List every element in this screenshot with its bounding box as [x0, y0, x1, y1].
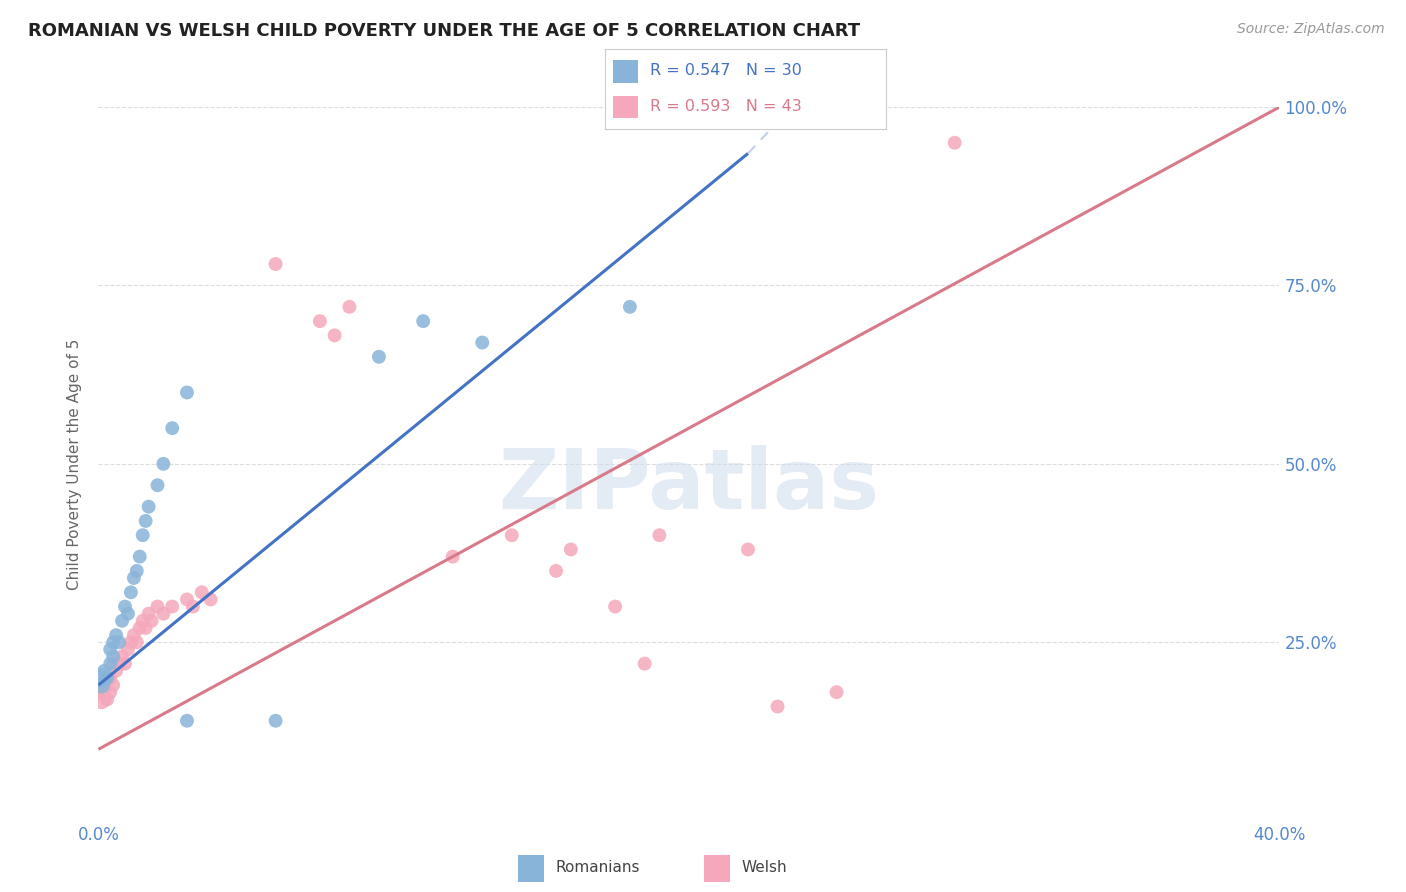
Point: [943, 136, 966, 150]
Point: [501, 528, 523, 542]
Point: [128, 621, 150, 635]
Point: [90, 671, 112, 685]
Point: [103, 678, 125, 692]
FancyBboxPatch shape: [613, 95, 638, 118]
Point: [120, 585, 142, 599]
Point: [90, 692, 112, 706]
Point: [108, 657, 131, 671]
Point: [93, 678, 115, 692]
Point: [111, 649, 134, 664]
Point: [339, 300, 360, 314]
Text: ZIPatlas: ZIPatlas: [499, 445, 879, 525]
Point: [309, 314, 332, 328]
Point: [146, 599, 169, 614]
Point: [93, 664, 115, 678]
Point: [162, 421, 183, 435]
Point: [412, 314, 434, 328]
Point: [323, 328, 346, 343]
Point: [737, 542, 759, 557]
Point: [117, 642, 139, 657]
Point: [135, 621, 157, 635]
Point: [96, 692, 118, 706]
Point: [176, 592, 198, 607]
Point: [98, 642, 121, 657]
Point: [152, 607, 174, 621]
Point: [152, 457, 174, 471]
Point: [766, 699, 789, 714]
Point: [117, 607, 139, 621]
Text: ROMANIAN VS WELSH CHILD POVERTY UNDER THE AGE OF 5 CORRELATION CHART: ROMANIAN VS WELSH CHILD POVERTY UNDER TH…: [28, 22, 860, 40]
Point: [560, 542, 582, 557]
Point: [128, 549, 150, 564]
Point: [162, 599, 183, 614]
Text: Welsh: Welsh: [741, 860, 787, 875]
Point: [546, 564, 568, 578]
Point: [103, 649, 125, 664]
Point: [98, 657, 121, 671]
Point: [103, 635, 125, 649]
Point: [825, 685, 848, 699]
Point: [122, 571, 145, 585]
Point: [114, 599, 136, 614]
Point: [125, 635, 148, 649]
Text: R = 0.547   N = 30: R = 0.547 N = 30: [650, 63, 801, 78]
Point: [633, 657, 655, 671]
Point: [132, 614, 155, 628]
Point: [141, 614, 163, 628]
FancyBboxPatch shape: [517, 855, 544, 881]
Point: [135, 514, 157, 528]
Y-axis label: Child Poverty Under the Age of 5: Child Poverty Under the Age of 5: [67, 338, 83, 590]
Point: [105, 628, 128, 642]
Point: [264, 714, 287, 728]
Point: [264, 257, 287, 271]
Point: [90, 678, 112, 692]
FancyBboxPatch shape: [703, 855, 730, 881]
Point: [138, 500, 160, 514]
Point: [146, 478, 169, 492]
Point: [120, 635, 142, 649]
Point: [122, 628, 145, 642]
Text: Source: ZipAtlas.com: Source: ZipAtlas.com: [1237, 22, 1385, 37]
Point: [471, 335, 494, 350]
Point: [200, 592, 222, 607]
Point: [105, 664, 128, 678]
Point: [98, 685, 121, 699]
Point: [114, 657, 136, 671]
Point: [191, 585, 214, 599]
Point: [98, 671, 121, 685]
Point: [125, 564, 148, 578]
Point: [181, 599, 204, 614]
Point: [619, 300, 641, 314]
Point: [176, 714, 198, 728]
FancyBboxPatch shape: [613, 61, 638, 83]
Point: [441, 549, 464, 564]
Point: [132, 528, 155, 542]
Point: [90, 685, 112, 699]
Text: R = 0.593   N = 43: R = 0.593 N = 43: [650, 98, 801, 113]
Point: [368, 350, 391, 364]
Point: [605, 599, 627, 614]
Point: [108, 635, 131, 649]
Point: [176, 385, 198, 400]
Point: [96, 671, 118, 685]
Point: [648, 528, 671, 542]
Point: [103, 657, 125, 671]
Point: [111, 614, 134, 628]
Text: Romanians: Romanians: [555, 860, 640, 875]
Point: [138, 607, 160, 621]
